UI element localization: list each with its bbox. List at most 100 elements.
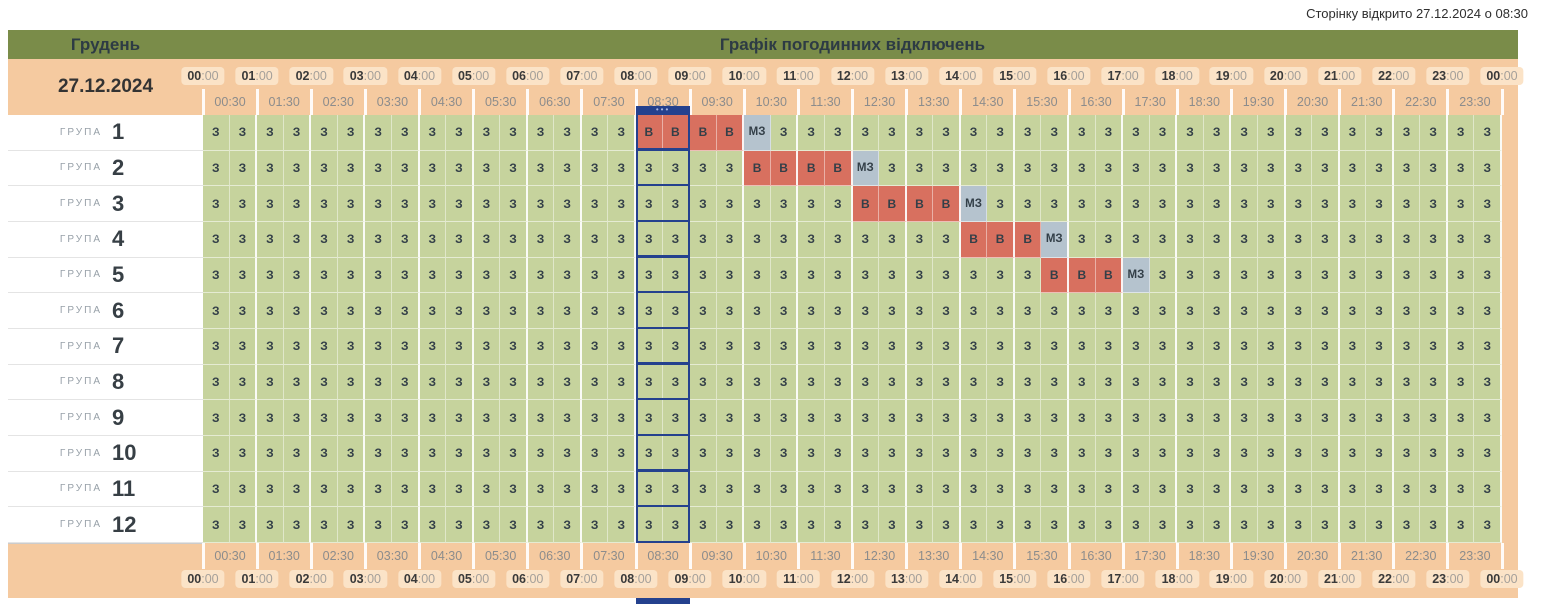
hour-gridline [1500,89,1504,115]
schedule-cell: В [798,150,825,187]
cell-state-label: З [1456,446,1465,461]
schedule-cell: З [1420,293,1448,329]
cell-state-label: З [374,481,382,496]
schedule-cell: З [1014,328,1042,365]
schedule-cell: З [906,400,934,436]
hour-gridline [1500,542,1504,569]
schedule-cell: З [1393,364,1421,401]
cell-state-label: З [455,517,463,532]
hour-label: 06:00 [506,67,550,85]
schedule-cell: З [824,507,853,543]
schedule-cell: МЗ [1123,257,1150,294]
cell-state-label: З [1023,267,1032,282]
cell-state-label: З [833,410,842,425]
schedule-cell: З [1339,435,1367,472]
schedule-cell: З [311,186,338,222]
right-margin [1502,150,1518,187]
schedule-cell: З [1312,293,1340,329]
cell-state-label: З [320,160,328,175]
cell-state-label: З [1078,160,1086,175]
schedule-cell: З [1285,328,1313,365]
cell-state-label: З [482,339,491,354]
group-number: 5 [112,261,125,287]
hour-gridline [472,89,476,115]
hour-gridline [1446,89,1450,115]
cell-state-label: З [779,267,788,282]
cell-state-label: З [1321,517,1329,532]
schedule-cell: З [527,400,555,436]
cell-state-label: З [536,267,545,282]
schedule-cell: З [798,400,825,436]
cell-state-label: З [1348,303,1357,318]
cell-state-label: З [1294,160,1303,175]
schedule-cell: З [798,471,825,508]
schedule-cell: З [283,364,312,401]
schedule-cell: З [1447,400,1475,436]
schedule-cell: З [987,186,1015,222]
schedule-cell: З [1177,186,1204,222]
cell-state-label: З [1212,339,1221,354]
schedule-cell: З [716,221,745,258]
schedule-cell: З [608,471,636,508]
schedule-cell: З [744,471,771,508]
schedule-cell: З [608,400,636,436]
schedule-cell: З [852,364,880,401]
schedule-cell: З [1123,115,1150,151]
schedule-cell: З [1149,221,1178,258]
cell-state-label: З [1402,232,1411,247]
cell-state-label: З [1240,481,1248,496]
schedule-cell: З [283,471,312,508]
schedule-cell: З [824,257,853,294]
cell-state-label: З [1294,303,1303,318]
cell-state-label: З [563,232,571,247]
schedule-cell: З [229,328,258,365]
schedule-cell: З [716,400,745,436]
schedule-cell: З [337,364,366,401]
schedule-cell: З [1285,186,1313,222]
half-hour-label: 00:30 [214,548,246,563]
cell-state-label: З [455,410,463,425]
cell-state-label: З [1375,339,1383,354]
cell-state-label: В [698,125,708,140]
schedule-cell: З [500,150,528,187]
schedule-cell: З [770,257,799,294]
schedule-cell: З [798,257,825,294]
cell-state-label: З [1483,160,1491,175]
half-hour-label: 16:30 [1080,548,1112,563]
cell-state-label: З [1132,446,1140,461]
hour-label: 05:00 [451,569,496,588]
cell-state-label: З [590,125,599,140]
cell-state-label: З [292,196,301,211]
hour-label: 02:00 [289,67,333,85]
schedule-cell: З [1447,186,1475,222]
schedule-cell: З [311,150,338,187]
cell-state-label: З [320,446,328,461]
schedule-cell: З [690,150,717,187]
cell-state-label: З [1104,196,1113,211]
schedule-cell: З [1231,257,1258,294]
schedule-cell: З [473,221,501,258]
cell-state-label: В [1077,267,1087,282]
schedule-cell: З [1393,507,1421,543]
schedule-cell: З [446,471,474,508]
cell-state-label: З [1348,232,1357,247]
schedule-cell: З [1095,115,1124,151]
cell-state-label: З [536,410,545,425]
cell-state-label: З [482,196,491,211]
cell-state-label: З [1402,267,1411,282]
hour-label: 19:00 [1209,67,1254,85]
cell-state-label: З [346,267,355,282]
cell-state-label: З [1158,303,1167,318]
schedule-cell: З [1339,257,1367,294]
schedule-cell: З [283,293,312,329]
schedule-cell: З [744,221,771,258]
cell-state-label: З [1240,267,1248,282]
schedule-cell: З [1474,221,1502,258]
hour-gridline [1067,89,1071,115]
schedule-cell: З [1474,471,1502,508]
cell-state-label: З [617,196,625,211]
cell-state-label: З [915,232,924,247]
hour-gridline [418,89,421,115]
